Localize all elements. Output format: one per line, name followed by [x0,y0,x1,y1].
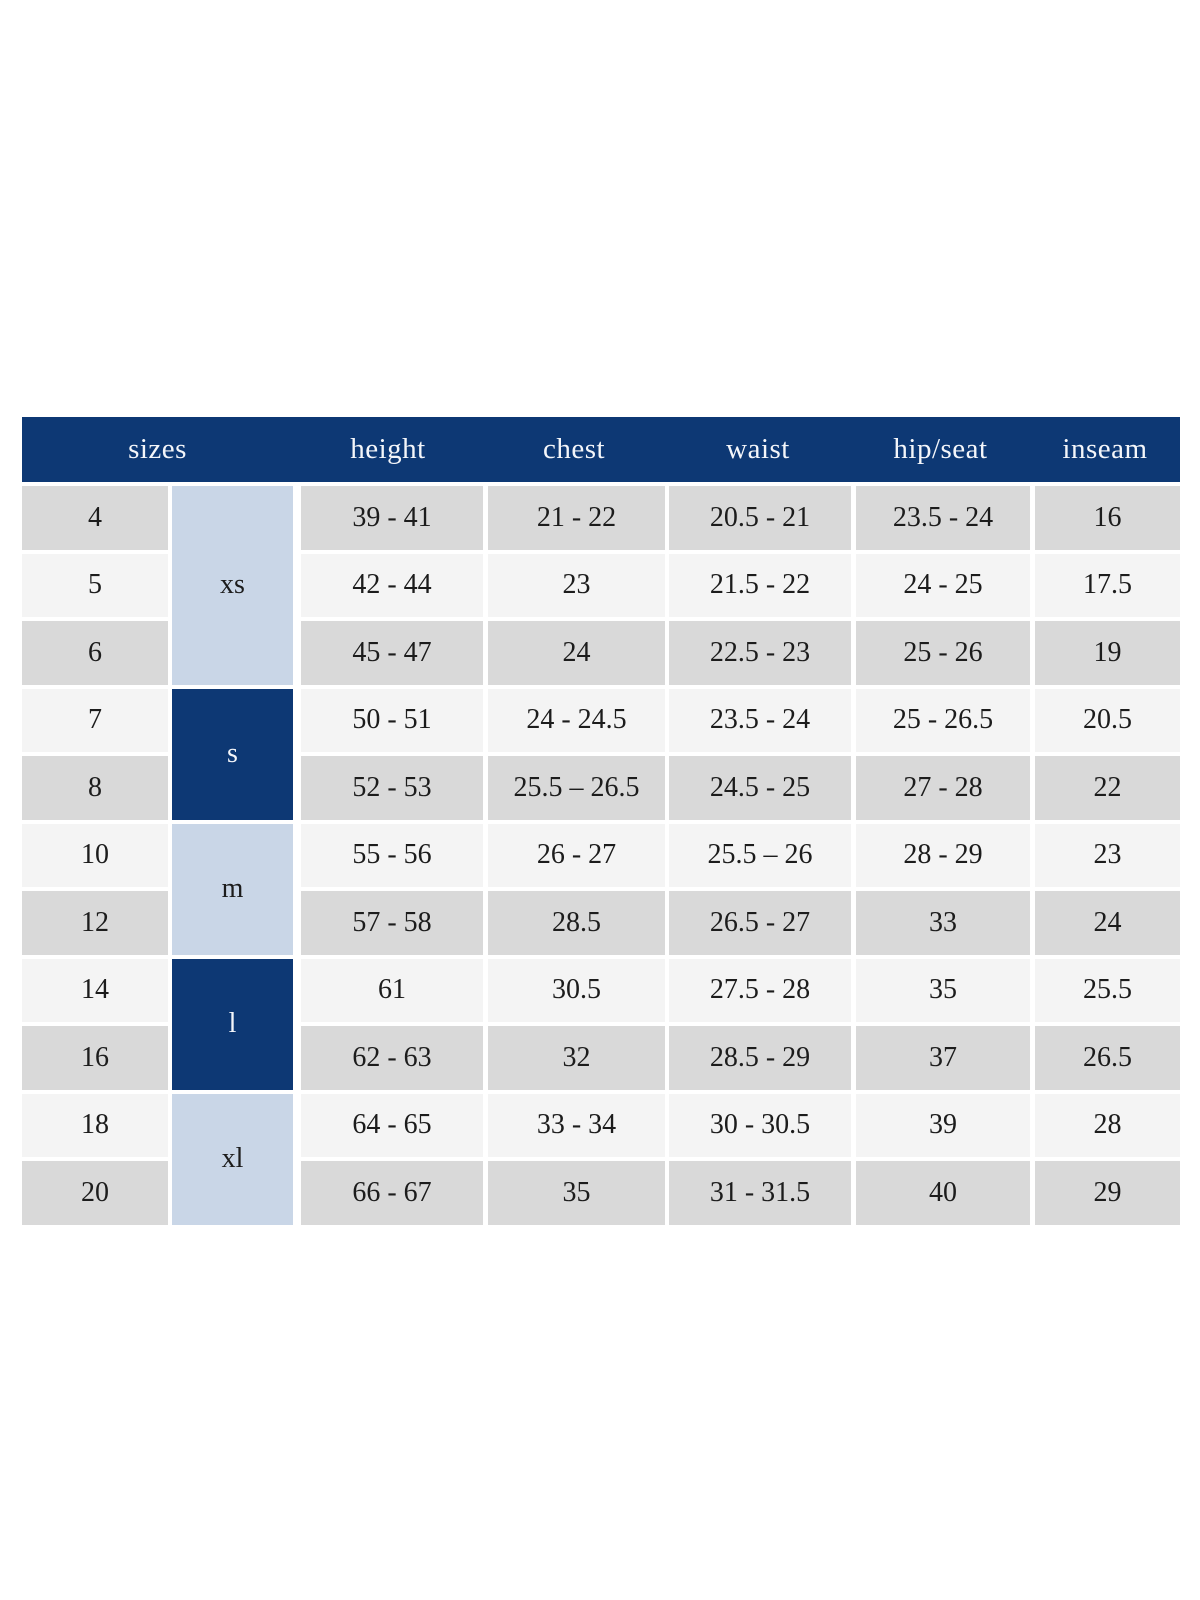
column-header-chest: chest [483,417,665,482]
cell-chest: 32 [483,1022,665,1090]
column-header-inseam: inseam [1030,417,1180,482]
cell-size: 14 [22,954,168,1022]
cell-chest: 25.5 – 26.5 [483,752,665,820]
cell-inseam: 26.5 [1030,1022,1180,1090]
cell-chest: 30.5 [483,954,665,1022]
cell-chest: 21 - 22 [483,482,665,550]
cell-hip-seat: 25 - 26 [851,617,1030,685]
cell-height: 50 - 51 [293,684,483,752]
cell-height: 57 - 58 [293,887,483,955]
cell-size: 4 [22,482,168,550]
column-header-waist: waist [665,417,851,482]
cell-waist: 31 - 31.5 [665,1157,851,1225]
column-header-height: height [293,417,483,482]
cell-size: 16 [22,1022,168,1090]
cell-inseam: 19 [1030,617,1180,685]
cell-hip-seat: 37 [851,1022,1030,1090]
cell-hip-seat: 39 [851,1089,1030,1157]
cell-inseam: 28 [1030,1089,1180,1157]
size-group-xl: xl [168,1089,293,1225]
cell-waist: 28.5 - 29 [665,1022,851,1090]
cell-waist: 24.5 - 25 [665,752,851,820]
cell-chest: 24 [483,617,665,685]
cell-inseam: 22 [1030,752,1180,820]
cell-height: 62 - 63 [293,1022,483,1090]
cell-chest: 24 - 24.5 [483,684,665,752]
cell-chest: 26 - 27 [483,819,665,887]
cell-height: 55 - 56 [293,819,483,887]
cell-size: 20 [22,1157,168,1225]
cell-inseam: 29 [1030,1157,1180,1225]
cell-waist: 22.5 - 23 [665,617,851,685]
cell-size: 5 [22,549,168,617]
cell-waist: 26.5 - 27 [665,887,851,955]
cell-hip-seat: 24 - 25 [851,549,1030,617]
size-chart-table: sizes height chest waist hip/seat inseam… [22,417,1180,1225]
cell-waist: 23.5 - 24 [665,684,851,752]
cell-size: 18 [22,1089,168,1157]
cell-height: 45 - 47 [293,617,483,685]
cell-hip-seat: 27 - 28 [851,752,1030,820]
cell-size: 7 [22,684,168,752]
cell-chest: 35 [483,1157,665,1225]
column-header-hip-seat: hip/seat [851,417,1030,482]
cell-height: 52 - 53 [293,752,483,820]
cell-size: 8 [22,752,168,820]
cell-size: 6 [22,617,168,685]
cell-chest: 33 - 34 [483,1089,665,1157]
cell-hip-seat: 28 - 29 [851,819,1030,887]
size-group-m: m [168,819,293,955]
cell-hip-seat: 35 [851,954,1030,1022]
cell-chest: 28.5 [483,887,665,955]
cell-hip-seat: 33 [851,887,1030,955]
cell-waist: 30 - 30.5 [665,1089,851,1157]
size-group-s: s [168,684,293,820]
cell-hip-seat: 40 [851,1157,1030,1225]
cell-chest: 23 [483,549,665,617]
cell-inseam: 23 [1030,819,1180,887]
cell-height: 42 - 44 [293,549,483,617]
cell-inseam: 16 [1030,482,1180,550]
cell-inseam: 25.5 [1030,954,1180,1022]
cell-height: 64 - 65 [293,1089,483,1157]
cell-waist: 20.5 - 21 [665,482,851,550]
cell-hip-seat: 23.5 - 24 [851,482,1030,550]
cell-size: 12 [22,887,168,955]
cell-inseam: 17.5 [1030,549,1180,617]
cell-inseam: 24 [1030,887,1180,955]
cell-inseam: 20.5 [1030,684,1180,752]
size-group-l: l [168,954,293,1090]
cell-height: 39 - 41 [293,482,483,550]
cell-waist: 27.5 - 28 [665,954,851,1022]
size-group-xs: xs [168,482,293,685]
cell-height: 61 [293,954,483,1022]
cell-waist: 25.5 – 26 [665,819,851,887]
cell-waist: 21.5 - 22 [665,549,851,617]
cell-height: 66 - 67 [293,1157,483,1225]
column-header-sizes: sizes [22,417,293,482]
cell-hip-seat: 25 - 26.5 [851,684,1030,752]
cell-size: 10 [22,819,168,887]
